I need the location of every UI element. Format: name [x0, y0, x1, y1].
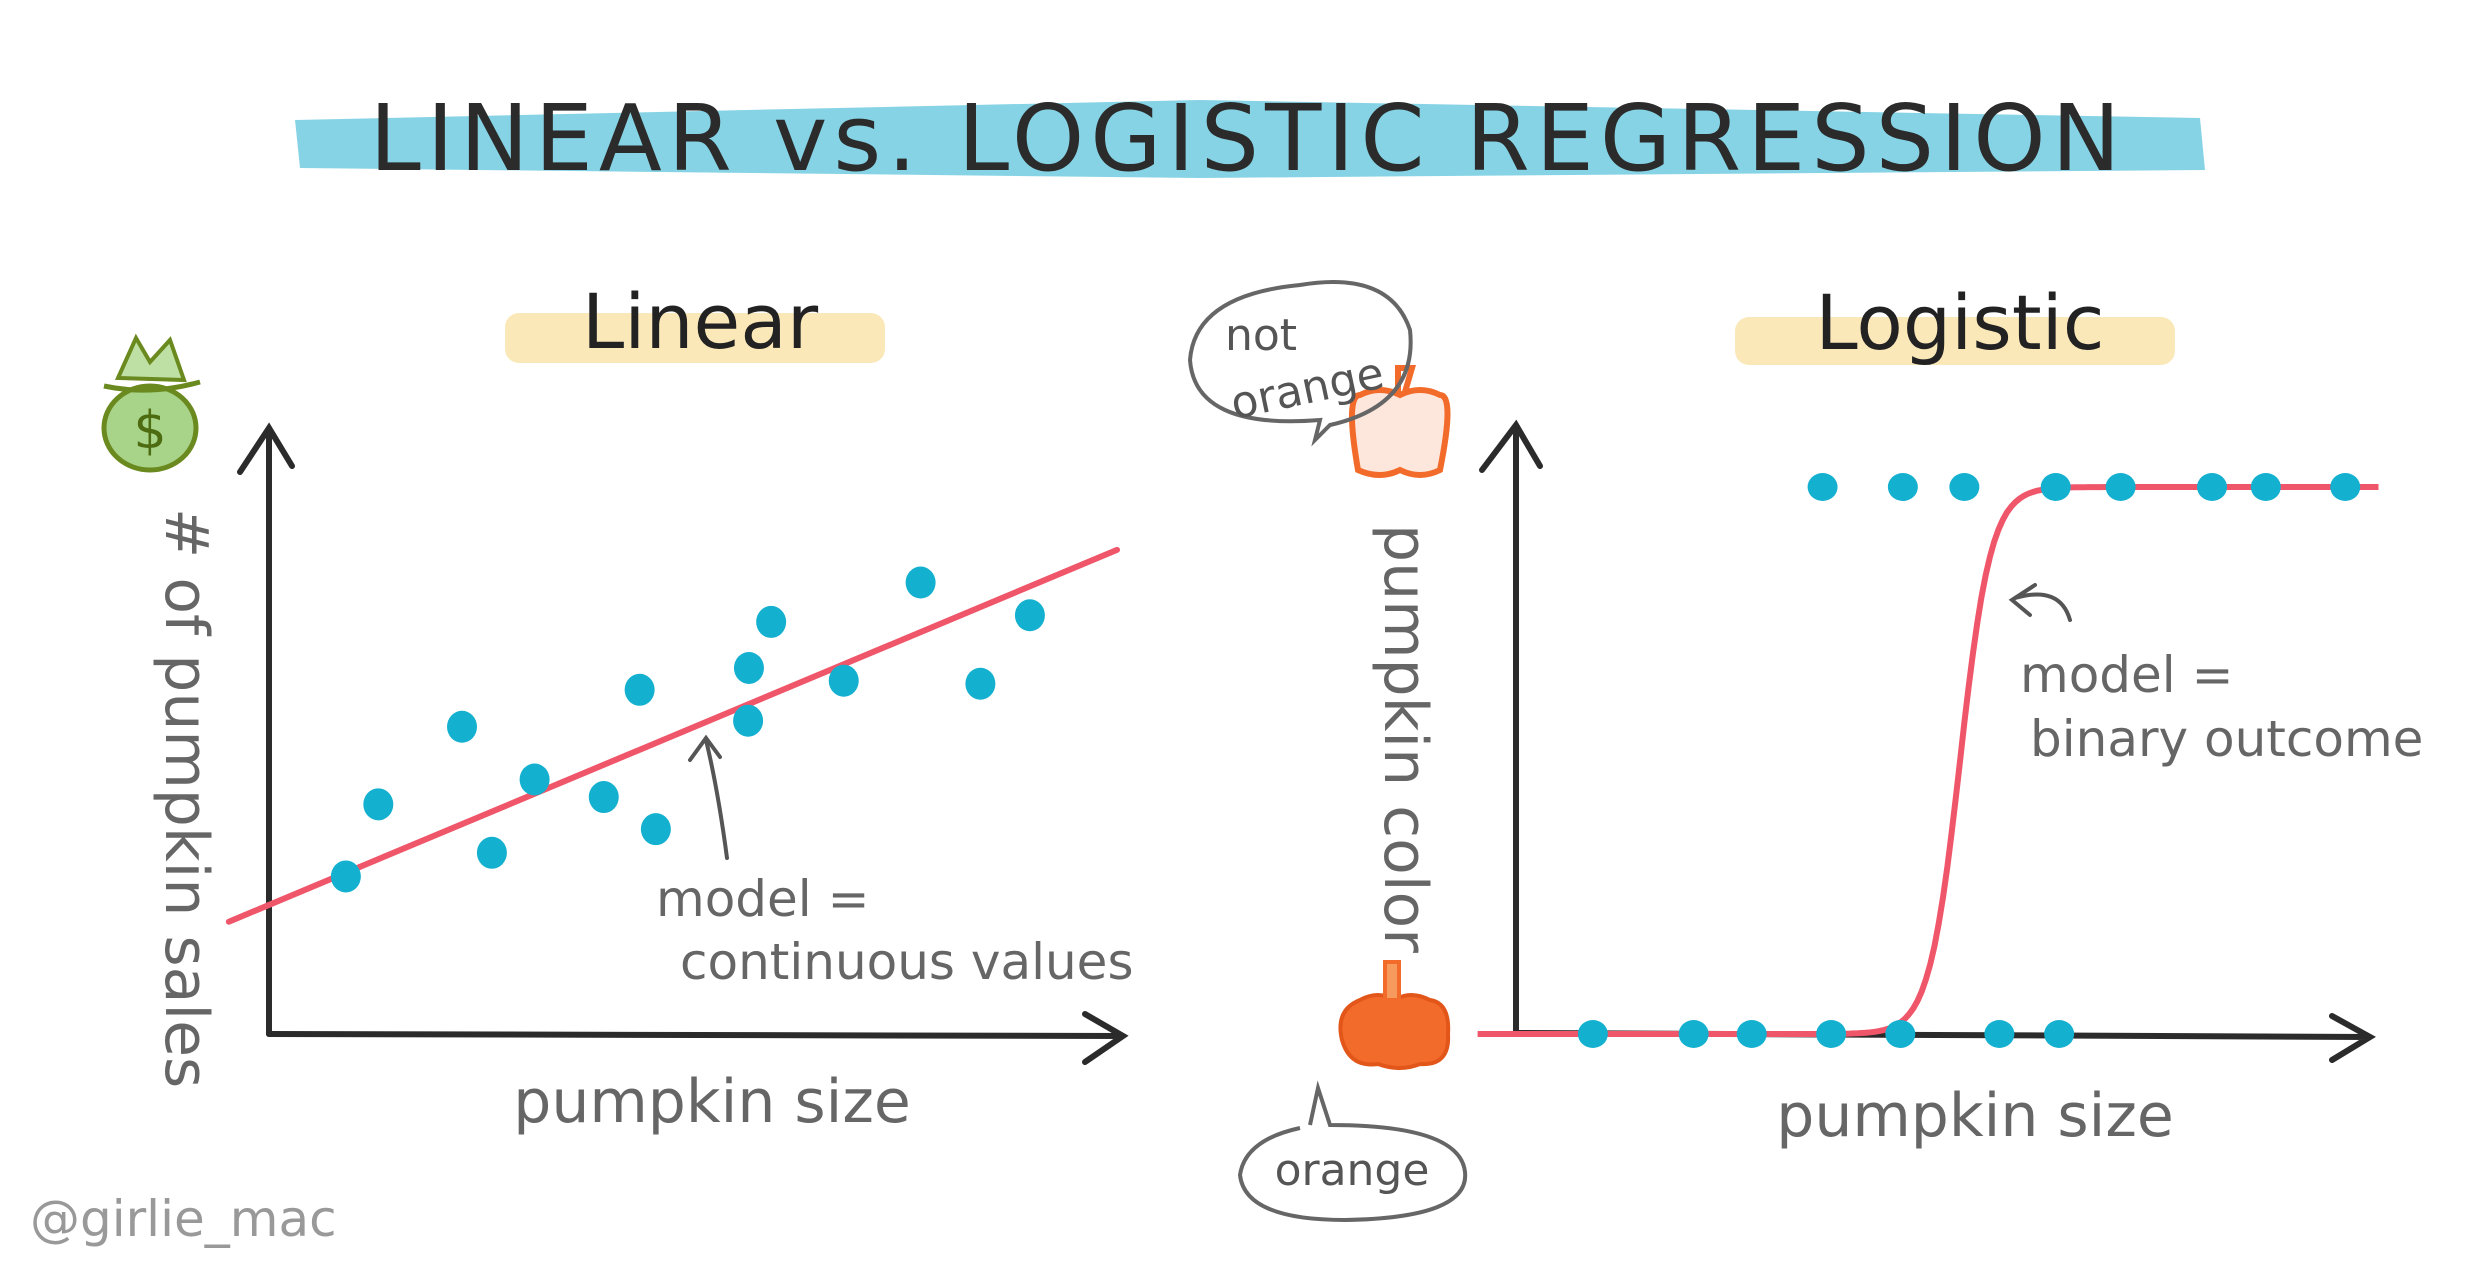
pumpkin-outline-icon	[1349, 365, 1451, 478]
linear-data-point	[330, 860, 361, 893]
logistic-data-point	[1736, 1020, 1767, 1048]
linear-data-point	[905, 566, 936, 599]
linear-y-axis	[237, 422, 295, 1037]
logistic-data-point	[1984, 1020, 2015, 1048]
speech-bubble-not-orange: not orange	[1187, 280, 1413, 447]
logistic-data-point	[1949, 473, 1980, 501]
linear-data-point	[363, 788, 394, 821]
logistic-model-curve	[1477, 484, 2379, 1037]
logistic-data-point	[2250, 473, 2281, 501]
logistic-annotation-arrow	[2008, 583, 2072, 622]
linear-data-point	[756, 605, 787, 638]
logistic-annotation-line1: model =	[2020, 646, 2233, 704]
linear-heading-highlight	[505, 313, 885, 363]
logistic-data-point	[2044, 1020, 2075, 1048]
linear-data-point	[733, 704, 764, 737]
linear-data-point	[965, 667, 996, 700]
logistic-data-point	[1577, 1020, 1608, 1048]
logistic-data-point	[1887, 473, 1918, 501]
linear-data-point	[624, 673, 655, 706]
pumpkin-filled-icon	[1338, 960, 1451, 1070]
logistic-chart: pumpkin color pumpkin size model = binar…	[1187, 280, 2423, 1223]
linear-chart: # of pumpkin sales pumpkin size model = …	[151, 422, 1134, 1137]
logistic-data-point	[1807, 473, 1838, 501]
linear-x-label: pumpkin size	[513, 1067, 911, 1137]
bubble-not-text: not	[1225, 310, 1297, 361]
logistic-data-point	[1816, 1020, 1847, 1048]
linear-annotation-line1: model =	[656, 870, 869, 928]
linear-data-point	[733, 651, 764, 684]
signature: @girlie_mac	[30, 1190, 337, 1248]
linear-annotation-line2: continuous values	[680, 933, 1134, 991]
svg-text:$: $	[133, 401, 166, 461]
speech-bubble-orange: orange	[1237, 1080, 1468, 1223]
linear-data-point	[640, 813, 671, 846]
speech-bubble-icon	[1187, 280, 1413, 447]
linear-data-point	[588, 781, 619, 814]
logistic-data-point	[2105, 473, 2136, 501]
money-bag-icon: $	[101, 333, 201, 473]
linear-x-axis	[266, 1011, 1129, 1065]
logistic-data-point	[1678, 1020, 1709, 1048]
logistic-data-point	[2040, 473, 2071, 501]
linear-y-label: # of pumpkin sales	[151, 508, 221, 1088]
linear-annotation-arrow	[688, 734, 729, 860]
logistic-x-label: pumpkin size	[1776, 1081, 2174, 1151]
logistic-x-axis	[1513, 1013, 2376, 1063]
linear-data-point	[476, 836, 507, 869]
linear-heading: Linear	[582, 277, 819, 366]
linear-model-line	[225, 546, 1121, 925]
logistic-data-point	[2330, 473, 2361, 501]
linear-data-point	[447, 710, 478, 743]
linear-data-point	[1014, 599, 1045, 632]
logistic-heading: Logistic	[1815, 278, 2104, 367]
logistic-y-axis	[1479, 419, 1543, 1036]
linear-data-point	[519, 763, 550, 796]
logistic-heading-highlight	[1735, 317, 2175, 365]
title-banner	[295, 100, 2205, 178]
logistic-data-point	[2197, 473, 2228, 501]
logistic-annotation-line2: binary outcome	[2030, 710, 2423, 768]
logistic-y-label: pumpkin color	[1370, 524, 1440, 953]
page-title: LINEAR vs. LOGISTIC REGRESSION	[370, 85, 2127, 192]
logistic-data-point	[1885, 1020, 1916, 1048]
speech-bubble-icon	[1237, 1080, 1468, 1223]
bubble-orange-text: orange	[1275, 1145, 1430, 1196]
linear-data-point	[828, 664, 859, 697]
